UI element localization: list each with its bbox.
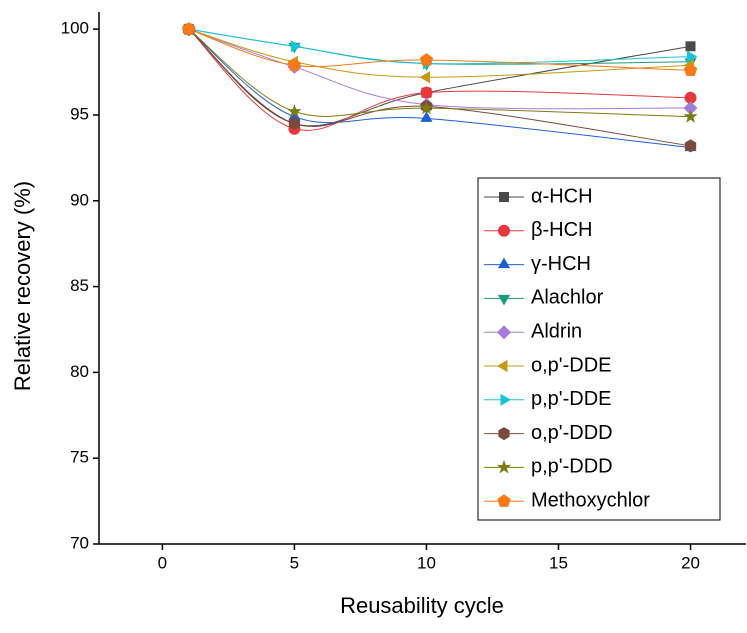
marker <box>288 117 300 130</box>
marker <box>420 111 433 122</box>
legend-marker <box>497 294 511 306</box>
series-line <box>188 28 691 118</box>
x-tick-label: 15 <box>549 553 568 572</box>
series-line <box>188 28 691 71</box>
legend-text: Aldrin <box>531 320 582 342</box>
marker <box>687 50 698 63</box>
legend-marker <box>497 325 511 340</box>
marker <box>684 139 697 153</box>
legend-marker <box>500 393 511 406</box>
legend-marker <box>496 459 512 474</box>
legend-text: o,p'-DDD <box>531 422 613 444</box>
y-tick-label: 85 <box>70 276 89 295</box>
marker <box>683 101 698 116</box>
marker <box>684 91 697 104</box>
legend-marker <box>499 192 509 202</box>
marker <box>419 100 434 115</box>
y-tick-label: 100 <box>61 19 89 38</box>
legend-marker <box>498 224 510 237</box>
marker <box>683 109 698 123</box>
marker <box>420 86 433 99</box>
x-axis-title: Reusability cycle <box>340 593 504 618</box>
legend-marker <box>498 427 510 441</box>
marker <box>290 40 302 53</box>
y-tick-label: 90 <box>70 190 89 209</box>
marker <box>685 41 696 52</box>
legend-marker <box>497 359 508 373</box>
y-tick-label: 70 <box>70 533 89 552</box>
series-line <box>188 28 691 147</box>
legend-marker <box>497 257 511 269</box>
legend-text: γ-HCH <box>531 253 591 275</box>
y-tick-label: 75 <box>70 448 89 467</box>
legend-text: p,p'-DDD <box>531 456 613 478</box>
legend-text: Methoxychlor <box>531 489 650 511</box>
y-tick-label: 95 <box>70 104 89 123</box>
legend-text: o,p'-DDE <box>531 354 612 376</box>
legend-text: Alachlor <box>531 287 604 309</box>
x-tick-label: 20 <box>681 553 700 572</box>
marker <box>419 71 430 84</box>
series-line <box>188 28 691 78</box>
series-line <box>188 28 691 131</box>
x-tick-label: 10 <box>417 553 436 572</box>
x-tick-label: 5 <box>290 553 299 572</box>
legend-text: α-HCH <box>531 185 593 207</box>
marker <box>419 53 434 66</box>
legend-box <box>477 177 721 521</box>
y-tick-label: 80 <box>70 362 89 381</box>
marker <box>683 63 698 76</box>
x-tick-label: 0 <box>158 553 167 572</box>
marker <box>182 22 196 35</box>
marker <box>287 104 302 118</box>
series-line <box>188 28 691 110</box>
series-line <box>188 28 691 149</box>
y-axis-title: Relative recovery (%) <box>10 181 35 391</box>
legend-text: β-HCH <box>531 219 593 241</box>
legend-text: p,p'-DDE <box>531 388 612 410</box>
marker <box>287 58 302 71</box>
marker <box>288 109 301 121</box>
legend-marker <box>497 494 511 507</box>
